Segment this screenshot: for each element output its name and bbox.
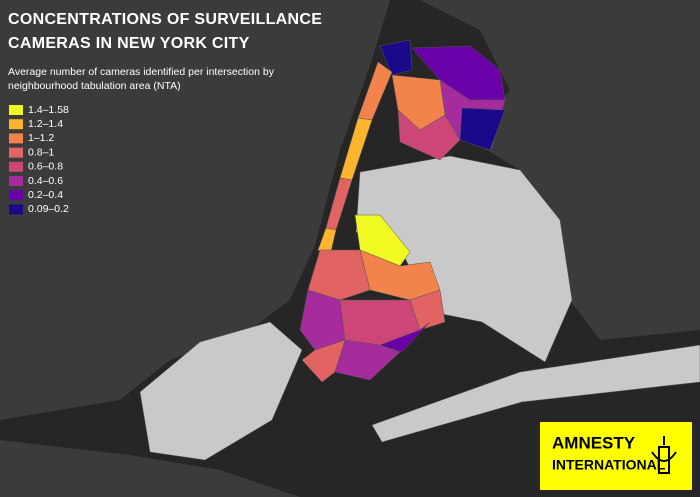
map-area [301,339,346,383]
legend-label: 0.4–0.6 [28,175,63,187]
map-areas [139,39,700,461]
legend-label: 0.09–0.2 [28,203,69,215]
legend-swatch [9,119,23,130]
legend-swatch [9,105,23,115]
legend-label: 0.8–1 [28,146,54,158]
logo-line: INTERNATIONAL [552,457,666,473]
map-area [459,107,506,151]
map-area [379,321,431,353]
legend-swatch [9,147,23,158]
legend-swatch [9,133,23,144]
map-area [139,321,303,461]
legend-swatch [9,204,23,215]
legend-swatch [9,176,23,186]
legend-swatch [9,190,23,201]
title-block: CONCENTRATIONS OF SURVEILLANCE CAMERAS I… [8,11,322,92]
candle-icon [651,436,677,474]
logo-line: AMNESTY [552,433,636,452]
legend-label: 1.4–1.58 [28,104,69,116]
subtitle-line: Average number of cameras identified per… [8,66,275,78]
map-area [371,344,700,443]
subtitle-line: neighbourhood tabulation area (NTA) [8,80,181,92]
title-line: CAMERAS IN NEW YORK CITY [8,35,250,52]
legend: 1.4–1.58 1.2–1.4 1–1.2 0.8–1 0.6–0.8 0.4–0.6 0… [9,104,69,215]
map-area [409,289,446,331]
title-line: CONCENTRATIONS OF SURVEILLANCE [8,11,322,28]
legend-label: 0.2–0.4 [28,189,63,201]
map-area [379,39,413,76]
logo-box [540,422,692,490]
map-area [397,109,461,161]
map-area [307,249,371,301]
legend-label: 0.6–0.8 [28,161,63,173]
legend-label: 1–1.2 [28,132,54,144]
legend-swatch [9,161,23,172]
legend-label: 1.2–1.4 [28,118,63,130]
logo: AMNESTY INTERNATIONAL [540,422,692,490]
